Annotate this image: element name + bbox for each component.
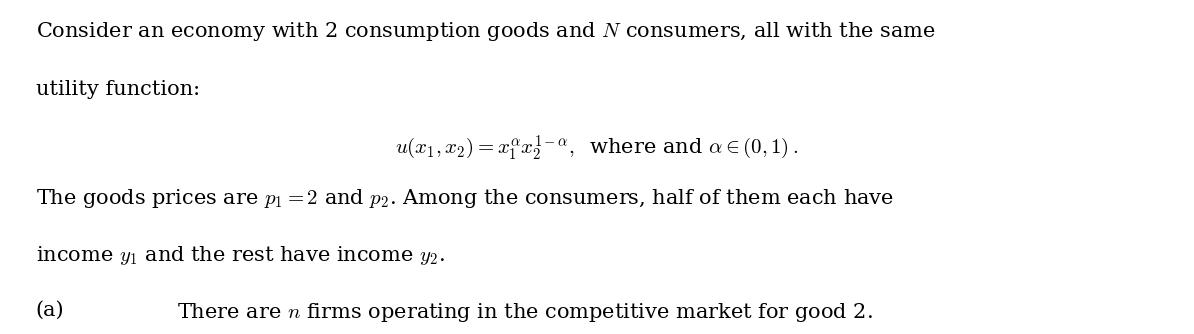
Text: There are $n$ firms operating in the competitive market for good 2.: There are $n$ firms operating in the com… bbox=[177, 301, 873, 324]
Text: Consider an economy with 2 consumption goods and $N$ consumers, all with the sam: Consider an economy with 2 consumption g… bbox=[36, 20, 935, 43]
Text: income $y_1$ and the rest have income $y_2$.: income $y_1$ and the rest have income $y… bbox=[36, 244, 444, 267]
Text: $u(x_1, x_2) = x_1^{\alpha}x_2^{1-\alpha},\;$ where and $\alpha \in (0,1)\,.$: $u(x_1, x_2) = x_1^{\alpha}x_2^{1-\alpha… bbox=[395, 134, 799, 162]
Text: The goods prices are $p_1 = 2$ and $p_2$. Among the consumers, half of them each: The goods prices are $p_1 = 2$ and $p_2$… bbox=[36, 187, 894, 210]
Text: utility function:: utility function: bbox=[36, 80, 199, 99]
Text: (a): (a) bbox=[36, 301, 64, 320]
